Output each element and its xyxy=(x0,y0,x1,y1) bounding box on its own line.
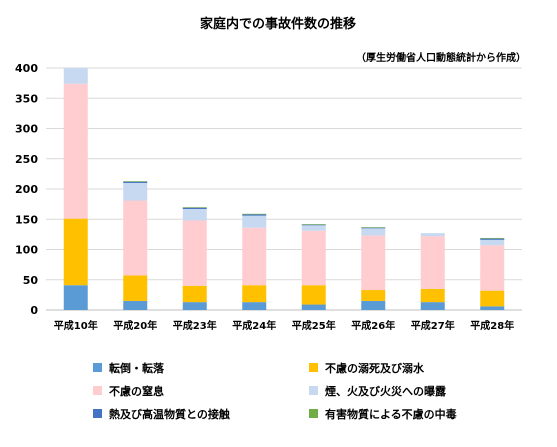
bar-segment xyxy=(242,214,267,216)
bar-segment xyxy=(301,224,326,226)
legend-label: 転倒・転落 xyxy=(109,361,165,375)
bar-segment xyxy=(63,285,88,310)
x-axis-categories: 平成10年 平成20年 平成23年 平成24年 平成25年 平成26年 平成27年 平成28年 xyxy=(54,319,514,332)
bar-segment xyxy=(242,285,267,303)
bar-segment xyxy=(123,181,148,182)
bars xyxy=(63,68,505,310)
bar-segment xyxy=(182,208,207,221)
bar-segment xyxy=(123,275,148,301)
legend-swatch xyxy=(93,409,102,418)
gridlines xyxy=(46,67,522,311)
x-category-label: 平成26年 xyxy=(351,319,395,332)
bar-segment xyxy=(182,207,207,208)
y-tick-label: 100 xyxy=(15,244,38,257)
y-tick-label: 150 xyxy=(15,213,38,226)
bar-segment xyxy=(361,235,386,291)
bar-segment xyxy=(182,285,207,303)
bar-segment xyxy=(301,304,326,310)
bar-segment xyxy=(480,245,505,291)
bar-segment xyxy=(242,302,267,310)
x-category-label: 平成23年 xyxy=(173,319,217,332)
bar-segment xyxy=(301,285,326,305)
legend-swatch xyxy=(309,363,318,372)
bar-segment xyxy=(361,290,386,301)
bar-segment xyxy=(242,227,267,286)
bar-segment xyxy=(420,236,445,289)
bar-segment xyxy=(420,233,445,237)
bar-segment xyxy=(242,213,267,215)
y-tick-label: 200 xyxy=(15,183,38,196)
bar-segment xyxy=(301,230,326,286)
y-tick-label: 300 xyxy=(15,123,38,136)
x-category-label: 平成28年 xyxy=(470,319,514,332)
legend-label: 熱及び高温物質との接触 xyxy=(109,407,230,421)
legend-swatch xyxy=(309,386,318,395)
x-category-label: 平成10年 xyxy=(54,319,98,332)
bar-segment xyxy=(123,182,148,201)
bar-segment xyxy=(480,238,505,240)
y-tick-label: 350 xyxy=(15,92,38,105)
bar-segment xyxy=(420,302,445,310)
legend-label: 煙、火及び火災への曝露 xyxy=(325,384,447,398)
bar-segment xyxy=(361,227,386,229)
legend-label: 有害物質による不慮の中毒 xyxy=(325,407,457,421)
x-category-label: 平成27年 xyxy=(411,319,455,332)
y-tick-label: 400 xyxy=(15,62,38,75)
x-category-label: 平成20年 xyxy=(113,319,157,332)
legend-swatch xyxy=(93,363,102,372)
bar-segment xyxy=(361,227,386,228)
chart-title: 家庭内での事故件数の推移 xyxy=(200,16,356,32)
bar-segment xyxy=(182,302,207,310)
legend-swatch xyxy=(309,409,318,418)
legend-label: 不慮の溺死及び溺水 xyxy=(325,361,425,375)
y-axis-ticks: 0 50 100 150 200 250 300 350 400 xyxy=(15,62,38,317)
x-category-label: 平成24年 xyxy=(232,319,276,332)
y-tick-label: 250 xyxy=(15,153,38,166)
bar-segment xyxy=(480,290,505,307)
bar-segment xyxy=(182,220,207,286)
bar-segment xyxy=(480,239,505,246)
bar-segment xyxy=(123,200,148,276)
legend-swatch xyxy=(93,386,102,395)
bar-segment xyxy=(480,306,505,310)
bar-segment xyxy=(420,288,445,303)
bar-segment xyxy=(63,68,88,84)
legend-label: 不慮の窒息 xyxy=(109,384,164,398)
x-category-label: 平成25年 xyxy=(292,319,336,332)
bar-segment xyxy=(301,224,326,225)
y-tick-label: 0 xyxy=(30,304,38,317)
bar-segment xyxy=(63,218,88,286)
bar-segment xyxy=(123,300,148,310)
bar-segment xyxy=(480,238,505,239)
bar-segment xyxy=(182,207,207,209)
bar-segment xyxy=(242,215,267,228)
y-tick-label: 50 xyxy=(23,274,39,287)
bar-segment xyxy=(301,225,326,231)
bar-segment xyxy=(361,300,386,310)
bar-segment xyxy=(63,83,88,219)
bar-segment xyxy=(123,181,148,183)
bar-segment xyxy=(361,228,386,236)
chart-subtitle: （厚生労働省人口動態統計から作成） xyxy=(356,51,526,64)
